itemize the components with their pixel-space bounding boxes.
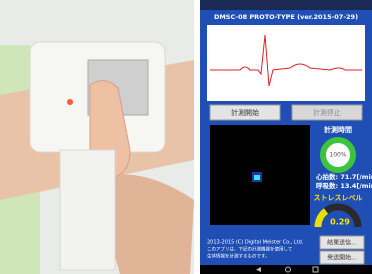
footer-line: 生体情報を計測するものです。	[207, 253, 270, 260]
strap	[60, 150, 115, 270]
stop-button-label[interactable]: 計測停止	[313, 108, 341, 117]
phone-screen: DMSC-08 PROTO-TYPE (ver.2015-07-29) 計測開始…	[200, 0, 372, 274]
screenshot: DMSC-08 PROTO-TYPE (ver.2015-07-29) 計測開始…	[0, 0, 372, 274]
app-title: DMSC-08 PROTO-TYPE (ver.2015-07-29)	[214, 13, 358, 21]
measure-time-label: 計測時間	[324, 125, 352, 134]
send-button-label[interactable]: 発送開始...	[327, 254, 357, 262]
green-band	[0, 190, 40, 274]
start-button-label[interactable]: 計測開始	[231, 108, 259, 117]
ecg-panel	[207, 25, 365, 101]
green-band	[0, 45, 30, 97]
stress-label: ストレスレベル	[314, 194, 363, 202]
map-spot	[254, 175, 260, 180]
photo	[0, 0, 194, 274]
status-bar	[200, 0, 372, 10]
heart-rate: 心拍数: 71.7[/min]	[316, 172, 372, 181]
footer-line: 2013-2015 (C) Digital Meister Co., Ltd.	[207, 240, 304, 246]
body: {"app": {"title": "DMSC-08 PROTO-TYPE (v…	[0, 0, 372, 274]
led	[67, 99, 73, 105]
stress-value: 0.29	[330, 218, 350, 227]
page: DMSC app screenshot html, body { margin:…	[0, 0, 372, 274]
progress-text: 100%	[329, 152, 346, 159]
respiration-rate: 呼吸数: 13.4[/min]	[316, 181, 372, 190]
footer-line: このアプリは、下記の計測機器を使用して	[207, 246, 292, 253]
result-button-label[interactable]: 結果送信...	[327, 239, 357, 247]
